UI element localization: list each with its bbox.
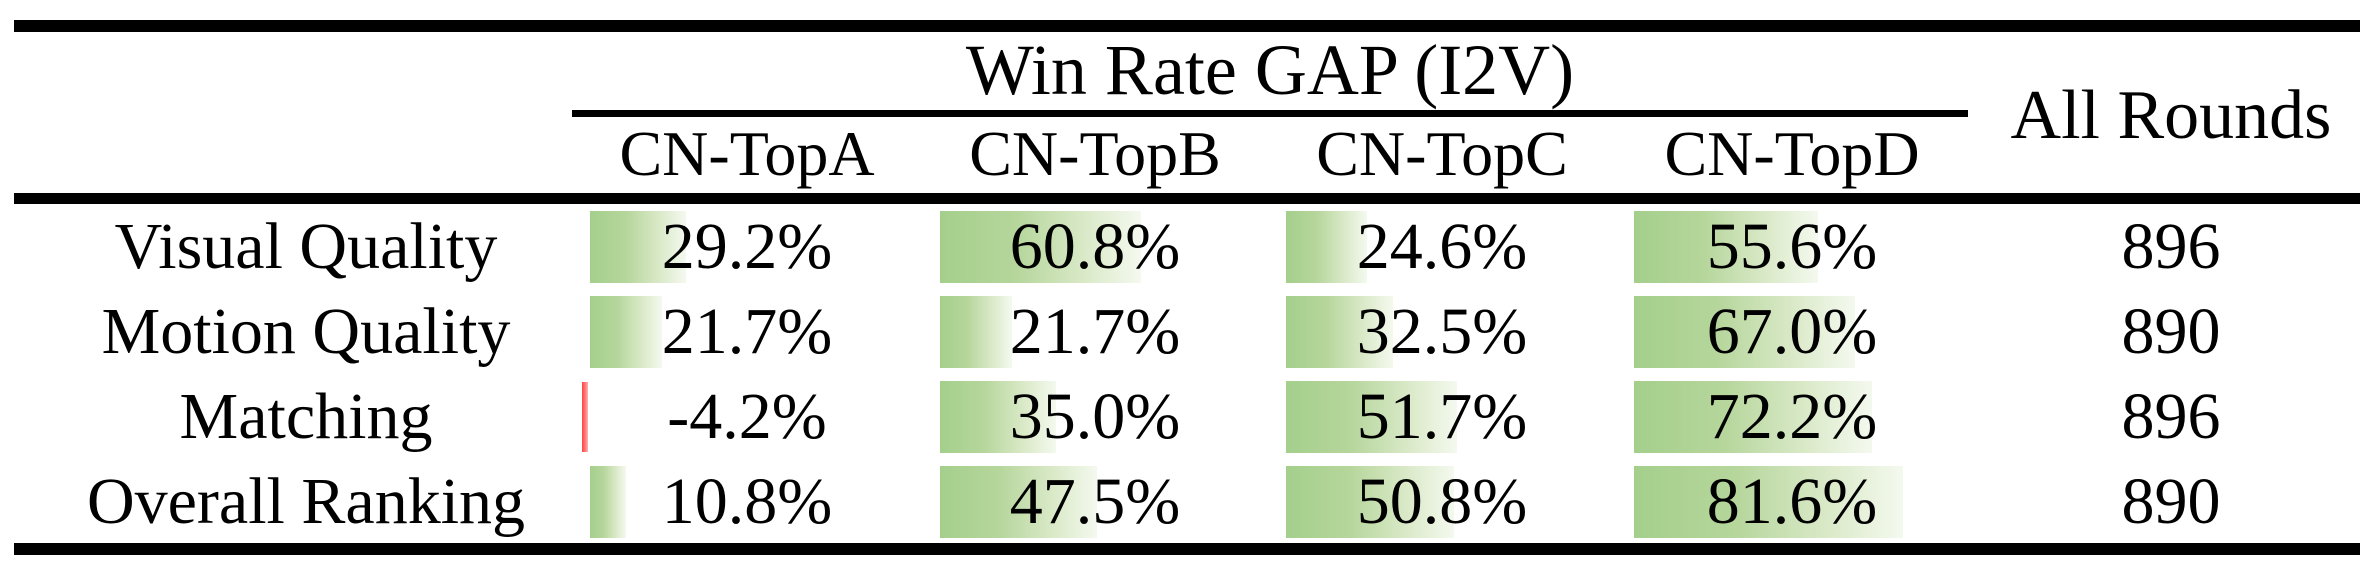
cell-motion-topc: 32.5% — [1268, 289, 1616, 374]
win-rate-bar — [1286, 380, 1457, 453]
column-header-cn-topd: CN-TopD — [1664, 117, 1920, 189]
table-rule-mid — [14, 193, 2360, 204]
win-rate-bar — [1634, 465, 1904, 538]
win-rate-value: 32.5% — [1356, 294, 1528, 368]
win-rate-bar-negative — [582, 381, 588, 452]
win-rate-value: 21.7% — [661, 294, 833, 368]
cell-matching-topc: 51.7% — [1268, 374, 1616, 459]
win-rate-bar — [590, 295, 662, 368]
win-rate-bar — [1286, 295, 1394, 368]
win-rate-value: 50.8% — [1356, 464, 1528, 538]
win-rate-value: 72.2% — [1706, 379, 1878, 453]
win-rate-value: 21.7% — [1009, 294, 1181, 368]
all-rounds-value: 890 — [2121, 294, 2221, 368]
win-rate-value: 47.5% — [1009, 464, 1181, 538]
win-rate-bar — [940, 210, 1141, 283]
win-rate-value: 29.2% — [661, 209, 833, 283]
cell-visual-topb: 60.8% — [922, 204, 1268, 289]
cell-motion-topa: 21.7% — [572, 289, 922, 374]
table-rule-bottom — [14, 543, 2360, 555]
row-label-visual-quality: Visual Quality — [114, 209, 498, 283]
all-rounds-value: 896 — [2121, 209, 2221, 283]
win-rate-bar — [1286, 210, 1368, 283]
all-rounds-value: 896 — [2121, 379, 2221, 453]
win-rate-value: 67.0% — [1706, 294, 1878, 368]
table-body: Visual Quality 29.2% 60.8% 24.6% 55.6% 8… — [0, 204, 2374, 544]
table-rule-top — [14, 20, 2360, 32]
win-rate-value: 24.6% — [1356, 209, 1528, 283]
win-rate-bar — [940, 380, 1056, 453]
column-header-cn-topa: CN-TopA — [619, 117, 875, 189]
cell-overall-topb: 47.5% — [922, 459, 1268, 544]
cell-overall-topd: 81.6% — [1616, 459, 1968, 544]
win-rate-value: 10.8% — [661, 464, 833, 538]
column-headers: CN-TopA CN-TopB CN-TopC CN-TopD — [572, 114, 1968, 193]
cell-visual-topd: 55.6% — [1616, 204, 1968, 289]
column-header-cn-topb: CN-TopB — [969, 117, 1221, 189]
row-label-motion-quality: Motion Quality — [101, 294, 511, 368]
win-rate-bar — [1634, 210, 1818, 283]
win-rate-value: 35.0% — [1009, 379, 1181, 453]
all-rounds-header: All Rounds — [2010, 77, 2332, 154]
win-rate-value: 60.8% — [1009, 209, 1181, 283]
all-rounds-value: 890 — [2121, 464, 2221, 538]
win-rate-bar — [1286, 465, 1454, 538]
row-label-matching: Matching — [179, 379, 433, 453]
win-rate-bar — [1634, 295, 1856, 368]
row-label-overall-ranking: Overall Ranking — [86, 464, 526, 538]
win-rate-value: -4.2% — [667, 379, 827, 453]
win-rate-bar — [940, 465, 1097, 538]
table-rule-cmid — [572, 110, 1968, 117]
cell-motion-topd: 67.0% — [1616, 289, 1968, 374]
win-rate-bar — [940, 295, 1012, 368]
win-rate-value: 51.7% — [1356, 379, 1528, 453]
cell-matching-topa: -4.2% — [572, 374, 922, 459]
cell-visual-topc: 24.6% — [1268, 204, 1616, 289]
win-rate-value: 81.6% — [1706, 464, 1878, 538]
cell-matching-topd: 72.2% — [1616, 374, 1968, 459]
cell-overall-topc: 50.8% — [1268, 459, 1616, 544]
group-header-win-rate-gap: Win Rate GAP (I2V) — [965, 30, 1575, 110]
cell-motion-topb: 21.7% — [922, 289, 1268, 374]
win-rate-value: 55.6% — [1706, 209, 1878, 283]
cell-overall-topa: 10.8% — [572, 459, 922, 544]
win-rate-bar — [590, 465, 626, 538]
cell-matching-topb: 35.0% — [922, 374, 1268, 459]
win-rate-bar — [1634, 380, 1873, 453]
win-rate-bar — [590, 210, 687, 283]
cell-visual-topa: 29.2% — [572, 204, 922, 289]
column-header-cn-topc: CN-TopC — [1316, 117, 1568, 189]
